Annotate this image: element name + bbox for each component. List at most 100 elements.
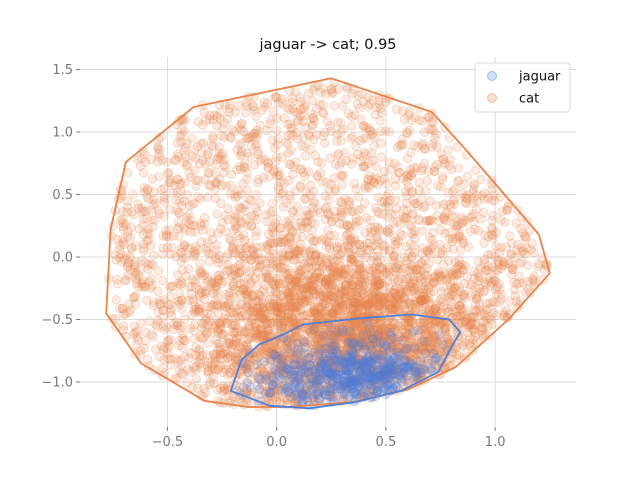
data-point-cat	[340, 288, 351, 299]
data-point-cat	[320, 214, 331, 225]
data-point-cat	[333, 271, 344, 282]
data-point-cat	[230, 221, 240, 231]
data-point-cat	[194, 344, 205, 354]
data-point-cat	[424, 305, 434, 315]
data-point-cat	[209, 359, 220, 369]
data-point-cat	[200, 159, 210, 169]
data-point-cat	[481, 279, 491, 290]
data-point-cat	[471, 204, 482, 215]
data-point-cat	[408, 195, 418, 206]
data-point-jaguar	[419, 336, 430, 347]
data-point-cat	[419, 295, 429, 306]
data-point-cat	[451, 269, 462, 279]
data-point-cat	[529, 277, 540, 287]
data-point-cat	[395, 228, 406, 239]
data-point-cat	[133, 270, 144, 281]
data-point-cat	[328, 350, 338, 360]
data-point-cat	[272, 125, 282, 136]
data-point-cat	[407, 187, 418, 197]
data-point-cat	[393, 321, 403, 331]
data-point-cat	[353, 374, 364, 385]
data-point-jaguar	[326, 323, 337, 333]
data-point-jaguar	[294, 382, 305, 392]
data-point-cat	[302, 393, 312, 404]
data-point-cat	[147, 273, 157, 284]
data-point-cat	[348, 304, 359, 314]
data-point-cat	[397, 134, 408, 144]
data-point-cat	[281, 257, 291, 267]
data-point-cat	[479, 208, 489, 218]
data-point-cat	[368, 354, 379, 364]
data-point-cat	[182, 138, 192, 148]
data-point-cat	[416, 258, 426, 268]
data-point-cat	[138, 246, 149, 256]
data-point-jaguar	[390, 352, 400, 363]
data-point-cat	[390, 319, 400, 329]
data-point-cat	[220, 226, 231, 237]
data-point-cat	[295, 111, 305, 121]
data-point-cat	[286, 387, 297, 398]
data-point-cat	[238, 230, 249, 240]
data-point-cat	[179, 240, 189, 250]
x-tick-label: −0.5	[152, 435, 184, 450]
data-point-cat	[274, 318, 285, 328]
data-point-cat	[322, 368, 332, 379]
data-point-cat	[167, 281, 178, 291]
data-point-cat	[220, 210, 231, 221]
data-point-cat	[212, 338, 223, 349]
y-tick-label: 0.5	[52, 188, 73, 203]
data-point-cat	[303, 368, 313, 378]
data-point-cat	[380, 126, 391, 136]
data-point-cat	[313, 379, 323, 389]
data-point-cat	[280, 305, 290, 315]
data-point-jaguar	[349, 340, 359, 350]
data-point-cat	[193, 192, 203, 202]
data-point-cat	[317, 367, 327, 377]
data-point-cat	[470, 165, 481, 176]
data-point-cat	[307, 120, 318, 130]
data-point-cat	[273, 299, 283, 309]
data-point-cat	[129, 292, 139, 302]
data-point-cat	[322, 341, 333, 351]
data-point-cat	[230, 192, 241, 203]
data-point-cat	[208, 115, 219, 125]
data-point-cat	[257, 363, 267, 373]
chart-title: jaguar -> cat; 0.95	[258, 37, 396, 53]
data-point-cat	[351, 141, 361, 151]
data-point-cat	[291, 281, 301, 292]
data-point-cat	[252, 304, 263, 314]
data-point-jaguar	[282, 364, 293, 374]
data-point-jaguar	[243, 368, 254, 378]
data-point-cat	[387, 363, 398, 374]
data-point-cat	[420, 294, 430, 305]
data-point-cat	[274, 313, 285, 324]
data-point-cat	[313, 311, 324, 321]
data-point-cat	[448, 306, 458, 316]
data-point-jaguar	[290, 391, 300, 401]
data-point-jaguar	[365, 341, 376, 351]
data-point-cat	[465, 212, 475, 223]
data-point-cat	[194, 346, 205, 356]
data-point-cat	[393, 236, 403, 246]
data-point-jaguar	[315, 369, 326, 379]
data-point-cat	[443, 273, 453, 283]
data-point-cat	[417, 324, 428, 335]
data-point-cat	[372, 174, 382, 184]
data-point-cat	[126, 242, 137, 253]
data-point-cat	[326, 283, 337, 294]
data-point-cat	[521, 233, 531, 243]
data-point-cat	[281, 339, 291, 350]
data-point-cat	[295, 239, 306, 249]
data-point-cat	[315, 394, 326, 404]
data-point-cat	[298, 110, 309, 121]
data-point-cat	[260, 319, 270, 330]
data-point-cat	[226, 235, 236, 246]
data-point-cat	[268, 249, 278, 259]
data-point-cat	[278, 234, 288, 244]
data-point-cat	[271, 214, 282, 224]
data-point-cat	[207, 320, 218, 330]
data-point-cat	[374, 279, 385, 289]
data-point-cat	[330, 340, 340, 350]
data-point-cat	[137, 279, 147, 289]
data-point-cat	[279, 379, 290, 390]
